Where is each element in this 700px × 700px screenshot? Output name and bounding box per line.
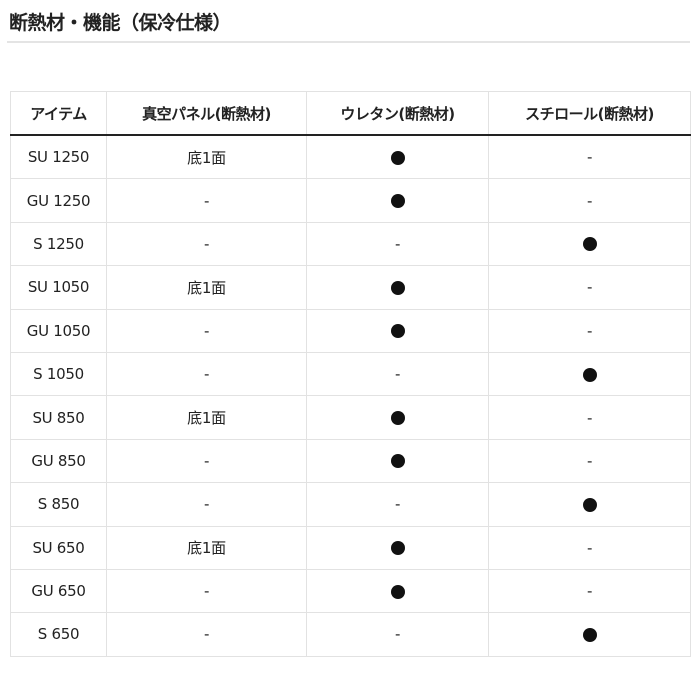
table-cell: - (306, 612, 489, 657)
filled-circle-icon (582, 237, 597, 252)
filled-circle-icon (390, 324, 405, 339)
table-cell (306, 134, 489, 180)
table-cell: - (306, 221, 489, 267)
table-cell: - (488, 134, 691, 180)
filled-circle-icon (390, 584, 405, 599)
table-cell: - (488, 178, 691, 223)
table-cell (306, 525, 489, 570)
table-row: GU 850- - (10, 438, 691, 484)
item-name-cell: GU 850 (10, 438, 107, 484)
table-cell: 底1面 (106, 395, 307, 440)
table-cell: - (106, 308, 307, 353)
item-name-cell: SU 650 (10, 525, 107, 570)
table-cell: - (106, 438, 307, 484)
column-header: スチロール(断熱材) (488, 91, 691, 136)
table-row: GU 1250- - (10, 178, 691, 223)
table-row: SU 850 底1面 - (10, 395, 691, 440)
section-title: 断熱材・機能（保冷仕様） (9, 12, 232, 34)
filled-circle-icon (390, 280, 405, 295)
table-cell (306, 265, 489, 310)
filled-circle-icon (390, 541, 405, 556)
column-header: アイテム (10, 91, 107, 136)
insulation-spec-table: アイテム 真空パネル(断熱材) ウレタン(断熱材) スチロール(断熱材) SU 125… (10, 91, 691, 657)
table-cell: - (106, 612, 307, 657)
table-cell: - (106, 178, 307, 223)
table-row: SU 650 底1面 - (10, 525, 691, 570)
table-cell (306, 308, 489, 353)
item-name-cell: GU 650 (10, 568, 107, 614)
table-cell (306, 568, 489, 614)
table-cell (488, 221, 691, 267)
item-name-cell: S 650 (10, 612, 107, 657)
item-name-cell: SU 850 (10, 395, 107, 440)
item-name-cell: GU 1050 (10, 308, 107, 353)
item-name-cell: SU 1250 (10, 134, 107, 180)
title-divider (7, 41, 690, 43)
filled-circle-icon (390, 150, 405, 165)
filled-circle-icon (390, 411, 405, 426)
table-cell: 底1面 (106, 525, 307, 570)
table-row: GU 650- - (10, 568, 691, 614)
table-cell: - (106, 351, 307, 397)
table-cell: - (488, 438, 691, 484)
table-cell (306, 178, 489, 223)
item-name-cell: S 1250 (10, 221, 107, 267)
filled-circle-icon (390, 454, 405, 469)
table-row: GU 1050- - (10, 308, 691, 353)
item-name-cell: S 1050 (10, 351, 107, 397)
table-cell: 底1面 (106, 134, 307, 180)
table-cell: - (488, 525, 691, 570)
item-name-cell: GU 1250 (10, 178, 107, 223)
filled-circle-icon (582, 367, 597, 382)
table-cell: - (106, 568, 307, 614)
item-name-cell: SU 1050 (10, 265, 107, 310)
column-header: 真空パネル(断熱材) (106, 91, 307, 136)
table-cell: - (488, 265, 691, 310)
table-cell (488, 351, 691, 397)
table-cell (488, 612, 691, 657)
table-cell: - (306, 482, 489, 527)
table-cell: - (488, 568, 691, 614)
table-cell: - (106, 482, 307, 527)
table-row: S 1050- - (10, 351, 691, 397)
column-header: ウレタン(断熱材) (306, 91, 489, 136)
table-header-row: アイテム 真空パネル(断熱材) ウレタン(断熱材) スチロール(断熱材) (10, 91, 691, 136)
item-name-cell: S 850 (10, 482, 107, 527)
table-cell: 底1面 (106, 265, 307, 310)
table-cell: - (488, 395, 691, 440)
table-cell: - (106, 221, 307, 267)
table-row: S 650- - (10, 612, 691, 657)
filled-circle-icon (390, 194, 405, 209)
table-row: S 850- - (10, 482, 691, 527)
filled-circle-icon (582, 627, 597, 642)
table-row: SU 1050 底1面 - (10, 265, 691, 310)
table-cell: - (488, 308, 691, 353)
table-cell: - (306, 351, 489, 397)
filled-circle-icon (582, 497, 597, 512)
table-row: SU 1250 底1面 - (10, 134, 691, 180)
table-cell (306, 395, 489, 440)
table-cell (306, 438, 489, 484)
table-row: S 1250- - (10, 221, 691, 267)
table-cell (488, 482, 691, 527)
